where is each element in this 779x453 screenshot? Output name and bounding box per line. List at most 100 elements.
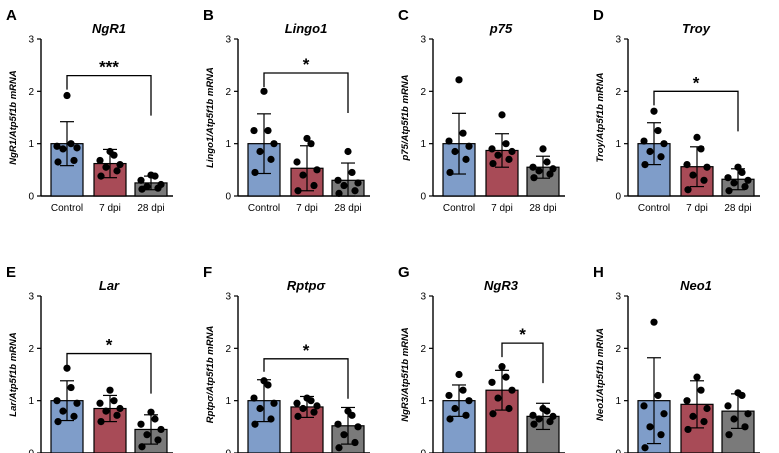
- data-point: [693, 133, 701, 141]
- data-point: [488, 378, 496, 386]
- data-point: [313, 166, 321, 174]
- data-point: [354, 423, 362, 431]
- data-point: [455, 370, 463, 379]
- data-point: [641, 161, 649, 169]
- panel-letter: C: [398, 7, 409, 24]
- data-point: [724, 402, 732, 410]
- data-point: [703, 404, 711, 413]
- data-point: [539, 404, 547, 413]
- y-tick-label: 0: [28, 449, 34, 453]
- significance-bracket: [263, 72, 349, 114]
- significance-label: *: [303, 341, 310, 360]
- data-point: [251, 168, 259, 177]
- data-point: [335, 189, 343, 197]
- y-tick-label: 0: [225, 449, 231, 453]
- data-point: [73, 399, 81, 407]
- data-point: [660, 140, 668, 148]
- x-tick-label: Control: [443, 203, 475, 214]
- data-point: [67, 140, 75, 148]
- panel-title: Rptpσ: [287, 278, 327, 293]
- data-point: [689, 171, 697, 179]
- x-tick-label: 28 dpi: [724, 203, 751, 214]
- data-point: [494, 394, 502, 402]
- data-point: [59, 407, 67, 415]
- data-point: [264, 126, 272, 135]
- data-point: [684, 425, 692, 434]
- data-point: [530, 420, 538, 428]
- data-point: [143, 431, 151, 439]
- data-point: [734, 163, 742, 171]
- data-point: [116, 404, 124, 413]
- data-point: [113, 411, 121, 419]
- y-tick-label: 3: [28, 35, 34, 46]
- panel-b: B Lingo1 Lingo1/Atp5f1b mRNA 0 1 2 3 Control 7 d…: [203, 7, 370, 214]
- data-point: [106, 147, 114, 156]
- data-point: [53, 142, 61, 150]
- data-point: [725, 431, 733, 439]
- data-point: [489, 410, 497, 418]
- data-point: [646, 147, 654, 156]
- data-point: [344, 407, 352, 415]
- y-tick-label: 3: [28, 292, 34, 303]
- data-point: [96, 399, 104, 407]
- y-tick-label: 3: [615, 35, 621, 46]
- data-point: [684, 186, 692, 194]
- data-point: [697, 145, 705, 153]
- data-point: [54, 418, 62, 426]
- data-point: [660, 410, 668, 418]
- data-point: [549, 412, 557, 420]
- panel-letter: A: [6, 7, 17, 24]
- x-tick-label: 7 dpi: [99, 203, 121, 214]
- data-point: [340, 431, 348, 439]
- data-point: [529, 411, 537, 419]
- y-tick-label: 3: [420, 35, 426, 46]
- panel-letter: D: [593, 7, 604, 24]
- data-point: [303, 394, 311, 402]
- data-point: [459, 129, 467, 137]
- data-point: [640, 137, 648, 145]
- data-point: [116, 161, 124, 169]
- data-point: [657, 153, 665, 161]
- data-point: [508, 147, 516, 156]
- data-point: [543, 158, 551, 166]
- data-point: [650, 318, 658, 326]
- y-tick-label: 1: [225, 396, 231, 407]
- data-point: [549, 165, 557, 173]
- data-point: [106, 386, 114, 394]
- data-point: [250, 126, 258, 135]
- data-point: [657, 431, 665, 439]
- y-tick-label: 2: [615, 344, 621, 355]
- panel-letter: G: [398, 264, 410, 281]
- data-point: [70, 412, 78, 420]
- panel-letter: B: [203, 7, 214, 24]
- y-axis-label: p75/Atp5f1b mRNA: [400, 74, 411, 161]
- data-point: [54, 158, 62, 166]
- data-point: [455, 76, 463, 84]
- significance-label: *: [693, 73, 700, 92]
- data-point: [451, 404, 459, 413]
- data-point: [267, 155, 275, 163]
- data-point: [446, 415, 454, 423]
- x-tick-label: 7 dpi: [686, 203, 708, 214]
- x-tick-label: Control: [248, 203, 280, 214]
- data-point: [260, 87, 268, 95]
- data-point: [730, 179, 738, 187]
- data-point: [730, 415, 738, 423]
- y-tick-label: 1: [28, 139, 34, 150]
- y-tick-label: 2: [28, 344, 34, 355]
- y-tick-label: 0: [28, 192, 34, 203]
- data-point: [703, 163, 711, 171]
- significance-label: *: [303, 55, 310, 74]
- data-point: [641, 444, 649, 452]
- data-point: [693, 373, 701, 381]
- data-point: [63, 91, 71, 100]
- data-point: [505, 404, 513, 413]
- data-point: [744, 410, 752, 418]
- data-point: [351, 438, 359, 447]
- data-point: [256, 404, 264, 413]
- data-point: [335, 444, 343, 452]
- y-tick-label: 2: [420, 344, 426, 355]
- data-point: [110, 397, 118, 405]
- data-point: [724, 174, 732, 182]
